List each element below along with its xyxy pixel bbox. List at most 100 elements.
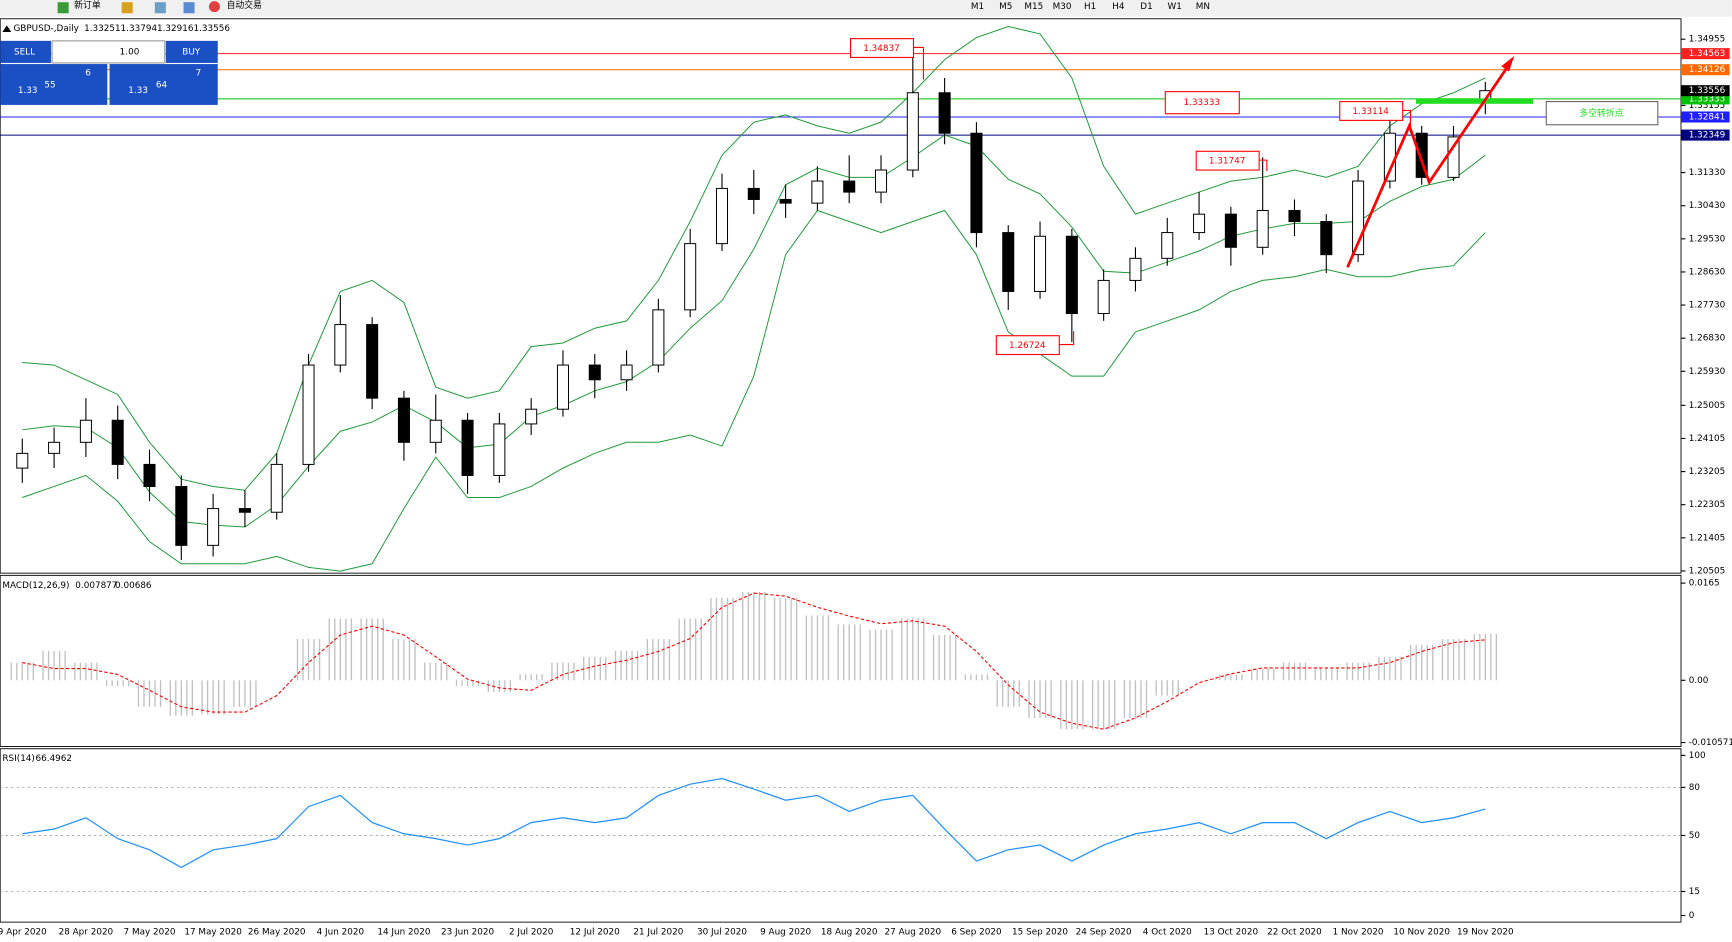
level-tag: 1.34563 [1689,49,1726,59]
x-tick-label: 24 Sep 2020 [1076,928,1132,938]
timeframe[interactable]: M15 [1024,2,1043,12]
candle-body [811,180,824,204]
auto-trading[interactable]: 自动交易 [227,0,262,11]
sell-button[interactable] [0,40,51,63]
candle-body [684,243,697,311]
level-tag: 1.32841 [1689,112,1726,122]
candle-body [143,463,156,487]
candle-body [302,364,315,465]
x-tick-label: 1 Nov 2020 [1333,928,1384,938]
callout-line [913,46,924,80]
ask-box[interactable] [109,64,218,105]
y-tick-label: 100 [1689,751,1706,761]
callout: 1.31747 [1209,157,1246,167]
timeframes: M1 M5 M15 M30 H1 H4 D1 W1 MN [971,2,1210,12]
y-tick-label: 1.31330 [1689,168,1726,178]
timeframe[interactable]: M30 [1053,2,1072,12]
macd-title: MACD(12,26,9) [2,581,69,591]
timeframe[interactable]: W1 [1167,2,1181,12]
buy-button[interactable] [165,40,218,63]
x-tick-label: 4 Jun 2020 [317,928,365,938]
auto-trading-icon[interactable] [208,1,220,13]
timeframe[interactable]: H4 [1112,2,1125,12]
candle-body [715,187,729,245]
tool-icon[interactable] [121,2,133,14]
y-tick-label: 1.28630 [1689,267,1726,277]
timeframe[interactable]: H1 [1084,2,1096,12]
sell-label[interactable]: SELL [14,47,35,57]
bollinger-upper [22,25,1486,491]
symbol: GBPUSD-,Daily [13,24,78,34]
candle-body [747,187,760,200]
x-tick-label: 19 Nov 2020 [1457,928,1514,938]
candle-body [79,419,92,443]
candle-body [875,169,888,193]
ask-big: 1.33 [128,86,148,96]
lot-input[interactable] [51,40,166,64]
candle-body [175,485,188,546]
bollinger-middle [22,134,1486,528]
tool-icon[interactable] [154,2,166,14]
timeframe[interactable]: M5 [999,2,1012,12]
candle-body [1383,132,1396,182]
price-tag-box [1681,85,1730,97]
lot-value[interactable]: 1.00 [120,47,140,57]
y-tick-label: 1.25005 [1689,401,1726,411]
candle-body [1034,235,1047,292]
candle-body [1065,235,1078,315]
candle-body [16,452,29,469]
level-tag: 1.33333 [1689,94,1726,104]
y-tick-label: 0 [1689,911,1695,921]
pivot-bar [1415,98,1534,104]
candle-body [525,408,538,425]
ask-frac: 7 [196,68,202,78]
bid-box[interactable] [0,64,108,105]
tool-icon[interactable] [183,2,195,14]
level-tag: 1.34126 [1689,65,1726,75]
y-tick-label: 15 [1689,887,1700,897]
timeframe[interactable]: D1 [1140,2,1152,12]
candle-body [1161,232,1174,259]
buy-label[interactable]: BUY [182,47,201,57]
candle-body [366,324,379,399]
level-tag-box [1681,48,1730,60]
ohlc-open: 1.33251 [84,24,121,34]
candle-body [1129,257,1142,281]
pivot-box [1545,101,1659,126]
callout-box [1164,91,1240,115]
y-tick-label: 1.24105 [1689,434,1726,444]
level-tag-box [1681,111,1730,123]
candle-body [1352,180,1365,256]
rsi-value: 66.4962 [36,754,73,764]
trend-arrow [1346,61,1513,268]
callout: 1.26724 [1009,341,1046,351]
x-tick-label: 21 Jul 2020 [633,928,683,938]
trade-panel: SELL 1.00 BUY 1.33 55 6 1.33 64 7 [0,40,218,105]
candle-body [493,423,506,476]
bid-frac: 6 [85,68,91,78]
pivot-label: 多空转折点 [1579,107,1623,119]
candle-body [779,198,792,204]
y-tick-label: 1.30430 [1689,201,1726,211]
y-tick-label: 1.33155 [1689,101,1726,111]
candle-body [48,441,61,454]
candle-body [1320,221,1333,256]
candle-body [111,419,124,465]
new-order-icon[interactable] [57,2,69,14]
toolbar [0,0,1732,17]
timeframe[interactable]: M1 [971,2,984,12]
y-tick-label: 1.22305 [1689,500,1726,510]
candle-body [334,324,347,366]
x-tick-label: 12 Jul 2020 [570,928,620,938]
x-tick-label: 27 Aug 2020 [885,928,942,938]
level-tag-box [1681,129,1730,141]
x-tick-label: 7 May 2020 [124,928,176,938]
ohlc-high: 1.33794 [121,24,158,34]
candle-body [1002,232,1015,292]
x-tick-label: 15 Sep 2020 [1012,928,1068,938]
new-order[interactable]: 新订单 [74,0,101,11]
timeframe[interactable]: MN [1196,2,1210,12]
macd-signal-value: 0.00686 [115,581,152,591]
y-tick-label: 1.34955 [1689,35,1726,45]
